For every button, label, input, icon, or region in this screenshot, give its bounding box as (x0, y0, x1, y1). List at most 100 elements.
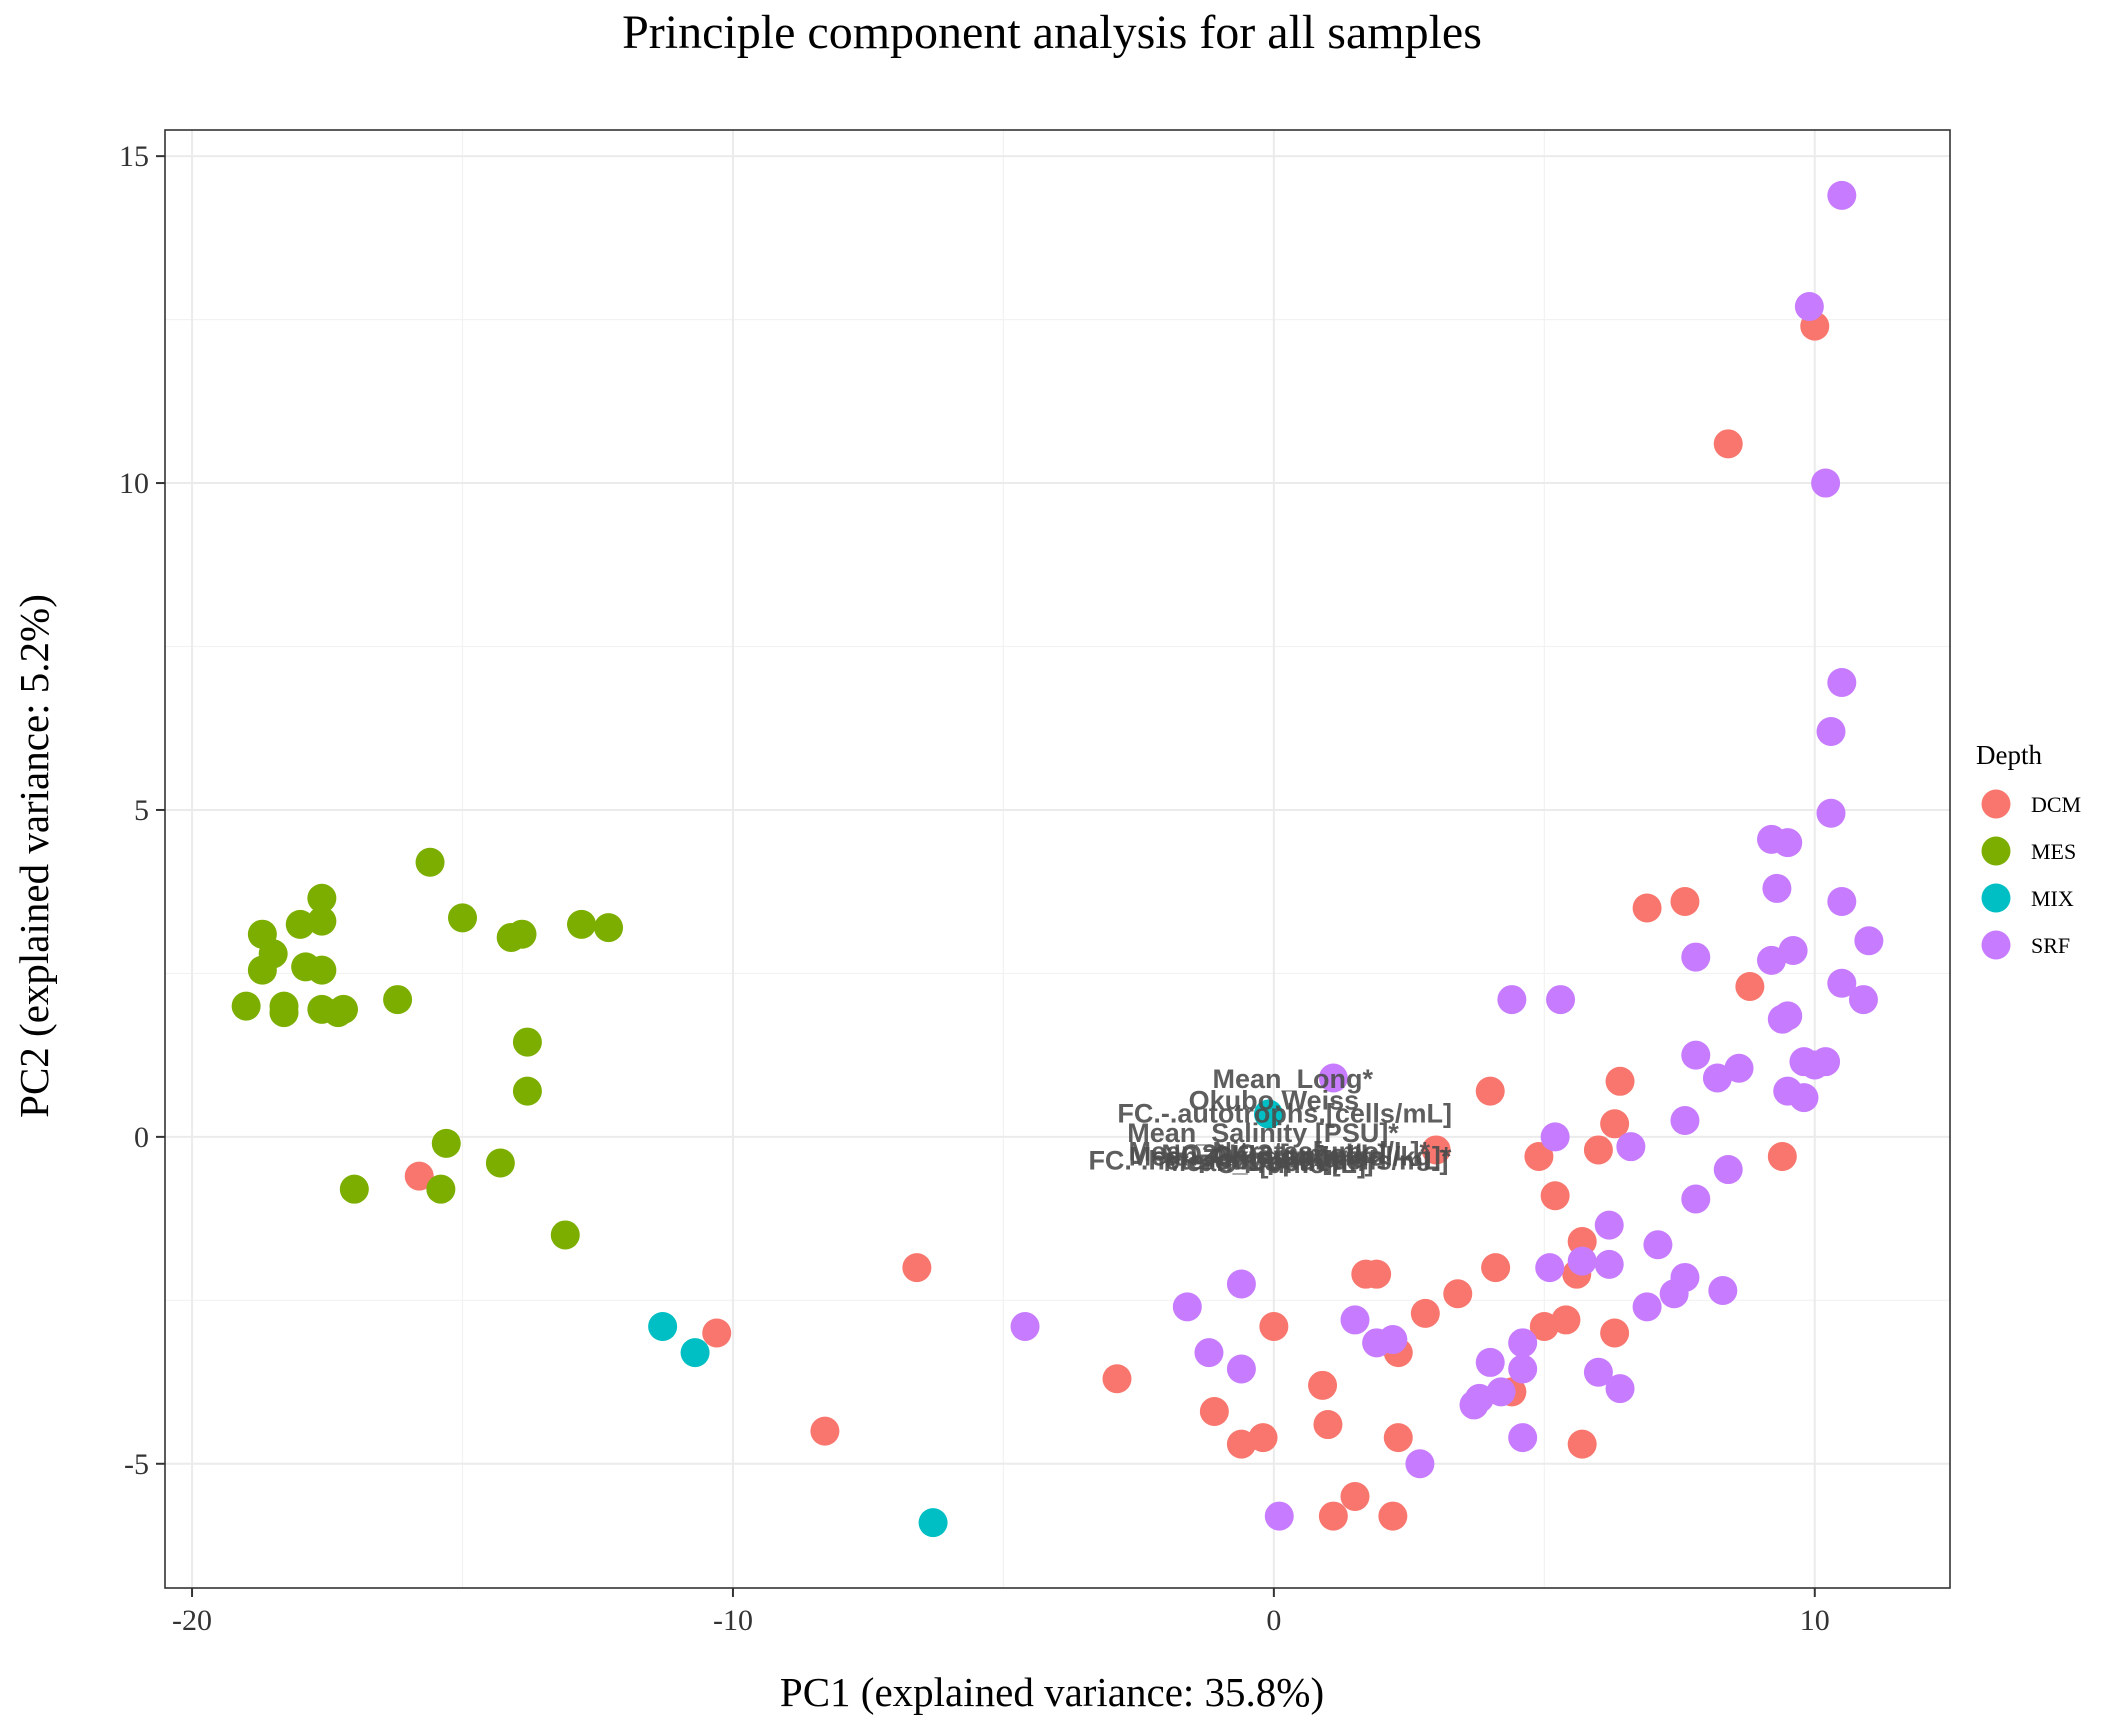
point-srf (1778, 936, 1808, 966)
point-dcm (1600, 1318, 1630, 1348)
loading-label: Mean_Long* (1213, 1064, 1374, 1094)
x-tick-label: -20 (172, 1604, 212, 1637)
point-dcm (1199, 1396, 1229, 1426)
y-tick-label: 15 (119, 140, 149, 173)
point-dcm (1475, 1076, 1505, 1106)
point-srf (1848, 985, 1878, 1015)
point-srf (1811, 1047, 1841, 1077)
point-srf (1757, 945, 1786, 975)
point-mes (567, 909, 596, 939)
y-axis-label: PC2 (explained variance: 5.2%) (11, 594, 57, 1118)
legend-label-srf: SRF (2031, 933, 2070, 958)
point-mes (307, 955, 337, 985)
point-mes (231, 991, 261, 1021)
point-srf (1318, 1063, 1348, 1093)
y-tick-label: -5 (124, 1448, 149, 1481)
point-mes (594, 913, 624, 943)
x-axis-label: PC1 (explained variance: 35.8%) (780, 1669, 1324, 1715)
point-srf (1340, 1305, 1370, 1335)
point-mes (507, 919, 537, 949)
point-dcm (1308, 1370, 1338, 1400)
point-dcm (902, 1253, 932, 1283)
point-dcm (810, 1416, 840, 1446)
y-tick-label: 0 (134, 1121, 149, 1154)
point-mes (426, 1174, 456, 1204)
point-mes (431, 1128, 461, 1158)
point-mix (680, 1338, 710, 1368)
point-srf (1264, 1501, 1294, 1531)
point-mes (415, 847, 445, 877)
point-srf (1681, 1184, 1711, 1214)
point-srf (1827, 180, 1857, 210)
point-srf (1378, 1325, 1408, 1355)
point-srf (1762, 873, 1792, 903)
point-srf (1546, 985, 1576, 1015)
point-srf (1708, 1276, 1738, 1306)
point-mix (918, 1508, 948, 1538)
legend-key-srf (1981, 930, 2011, 960)
point-srf (1226, 1354, 1256, 1384)
point-mix (1253, 1099, 1283, 1129)
legend-key-dcm (1981, 789, 2011, 819)
point-srf (1827, 968, 1857, 998)
point-dcm (1421, 1135, 1451, 1165)
point-srf (1605, 1374, 1635, 1404)
loading-label: NO2NO3 [umol/L] (1161, 1139, 1386, 1169)
point-dcm (1567, 1429, 1597, 1459)
x-tick-label: -10 (713, 1604, 753, 1637)
point-srf (1724, 1053, 1754, 1083)
point-srf (1854, 926, 1884, 956)
point-srf (1535, 1253, 1565, 1283)
point-mes (323, 998, 353, 1028)
point-dcm (702, 1318, 732, 1348)
point-srf (1508, 1423, 1538, 1453)
loading-label: FC.-.heterotrophs.[cells/mL] (1088, 1146, 1448, 1176)
point-dcm (1481, 1253, 1511, 1283)
point-dcm (1340, 1481, 1370, 1511)
point-dcm (1767, 1141, 1797, 1171)
point-srf (1827, 886, 1857, 916)
point-dcm (1735, 971, 1765, 1001)
point-dcm (1443, 1279, 1473, 1309)
legend: Depth DCM MES MIX SRF (1976, 740, 2081, 960)
point-mes (383, 985, 413, 1015)
point-dcm (404, 1161, 434, 1191)
point-srf (1583, 1357, 1613, 1387)
point-srf (1794, 292, 1824, 322)
point-mes (512, 1076, 542, 1106)
legend-title: Depth (1976, 740, 2042, 770)
point-srf (1773, 1001, 1803, 1031)
point-srf (1405, 1449, 1435, 1479)
point-srf (1681, 1040, 1711, 1070)
point-dcm (1524, 1141, 1554, 1171)
point-dcm (1583, 1135, 1613, 1165)
point-dcm (1313, 1410, 1343, 1440)
point-srf (1789, 1083, 1819, 1113)
point-dcm (1540, 1181, 1570, 1211)
loading-label: FC.-.autotrophs.[cells/mL] (1117, 1098, 1452, 1128)
point-dcm (1378, 1501, 1408, 1531)
chart-title: Principle component analysis for all sam… (622, 6, 1482, 59)
point-srf (1713, 1155, 1743, 1185)
x-tick-label: 10 (1800, 1604, 1830, 1637)
y-tick-label: 5 (134, 794, 149, 827)
legend-label-mix: MIX (2031, 886, 2074, 911)
point-dcm (1102, 1364, 1132, 1394)
point-mes (339, 1174, 369, 1204)
point-srf (1475, 1347, 1505, 1377)
loading-label: Mean_Nitrates[μmol/L]* (1128, 1136, 1430, 1166)
point-srf (1226, 1269, 1256, 1299)
point-mes (247, 955, 277, 985)
point-dcm (1670, 886, 1700, 916)
point-dcm (1362, 1259, 1392, 1289)
loading-label: Mean_Salinity [PSU]* (1127, 1118, 1399, 1148)
point-dcm (1605, 1066, 1635, 1096)
loading-label: Mean_Depth [m]* (1164, 1147, 1385, 1177)
point-mes (307, 906, 337, 936)
point-srf (1497, 985, 1527, 1015)
loading-label: Mean_Oxygen [umol/kg]* (1129, 1142, 1452, 1172)
point-srf (1670, 1106, 1700, 1136)
point-srf (1194, 1338, 1224, 1368)
legend-key-mix (1981, 883, 2011, 913)
